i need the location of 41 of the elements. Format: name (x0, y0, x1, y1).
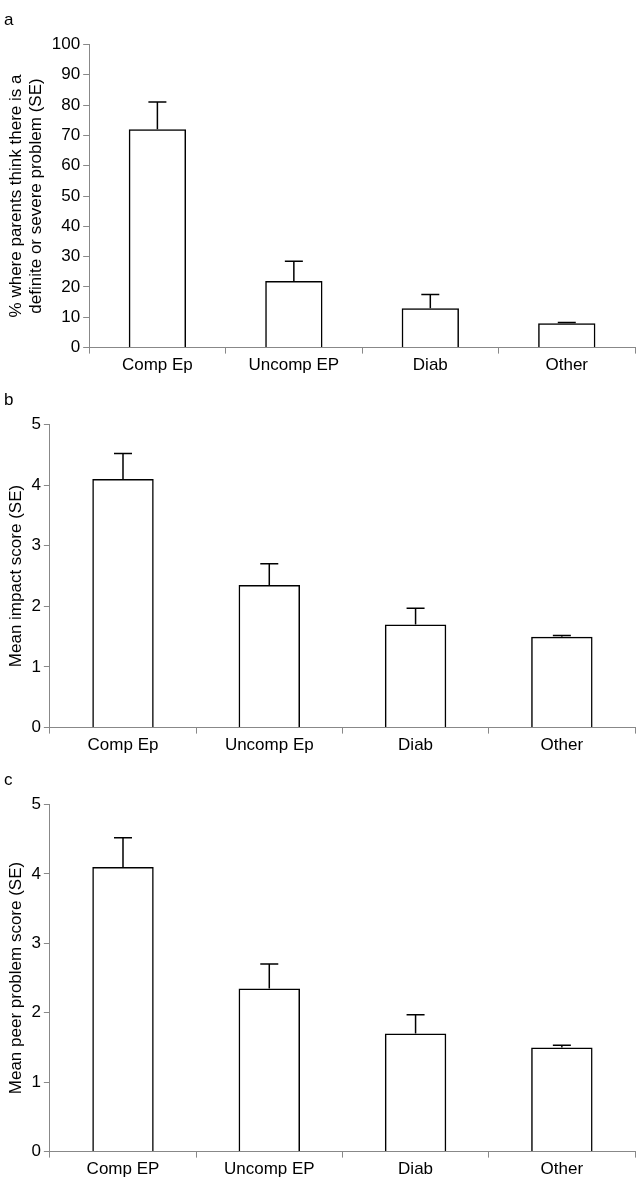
y-tick-label: 10 (61, 306, 81, 326)
x-tick-label: Comp EP (86, 1159, 160, 1179)
chart-title: c (4, 769, 13, 789)
y-tick-label: 4 (31, 474, 41, 494)
chart-title: a (4, 9, 14, 29)
y-axis-title: Mean peer problem score (SE) (5, 861, 25, 1095)
y-tick-label: 50 (61, 185, 81, 205)
y-tick-label: 0 (70, 337, 81, 357)
y-tick-label: 40 (61, 216, 81, 236)
chart-title: b (4, 389, 14, 409)
y-tick-label: 3 (31, 535, 41, 555)
y-tick-label: 60 (61, 155, 81, 175)
y-axis-title: Mean impact score (SE) (5, 484, 25, 668)
x-tick-label: Uncomp EP (248, 355, 340, 375)
x-tick-label: Diab (412, 355, 448, 375)
x-tick-label: Uncomp Ep (224, 735, 314, 755)
y-axis-title: % where parents think there is a definite or severe problem (SE) (5, 74, 46, 318)
x-tick-label: Diab (398, 735, 434, 755)
y-tick-label: 0 (31, 1141, 41, 1161)
y-tick-label: 4 (31, 863, 41, 883)
x-tick-label: Other (545, 355, 589, 375)
y-tick-label: 3 (31, 932, 41, 952)
y-tick-label: 70 (61, 125, 81, 145)
y-tick-label: 5 (31, 414, 41, 434)
x-tick-label: Comp Ep (87, 735, 159, 755)
y-tick-label: 2 (31, 1002, 41, 1022)
y-tick-label: 2 (31, 596, 41, 616)
y-tick-label: 5 (31, 794, 41, 814)
y-tick-label: 1 (31, 656, 41, 676)
x-tick-label: Uncomp EP (223, 1159, 315, 1179)
y-tick-label: 100 (51, 34, 81, 54)
y-tick-label: 20 (61, 276, 81, 296)
y-tick-label: 80 (61, 94, 81, 114)
y-tick-label: 90 (61, 64, 81, 84)
x-tick-label: Diab (398, 1159, 434, 1179)
y-tick-label: 1 (31, 1071, 41, 1091)
y-tick-label: 0 (31, 717, 41, 737)
y-tick-label: 30 (61, 246, 81, 266)
x-tick-label: Other (540, 735, 584, 755)
x-tick-label: Other (540, 1159, 584, 1179)
x-tick-label: Comp Ep (121, 355, 193, 375)
